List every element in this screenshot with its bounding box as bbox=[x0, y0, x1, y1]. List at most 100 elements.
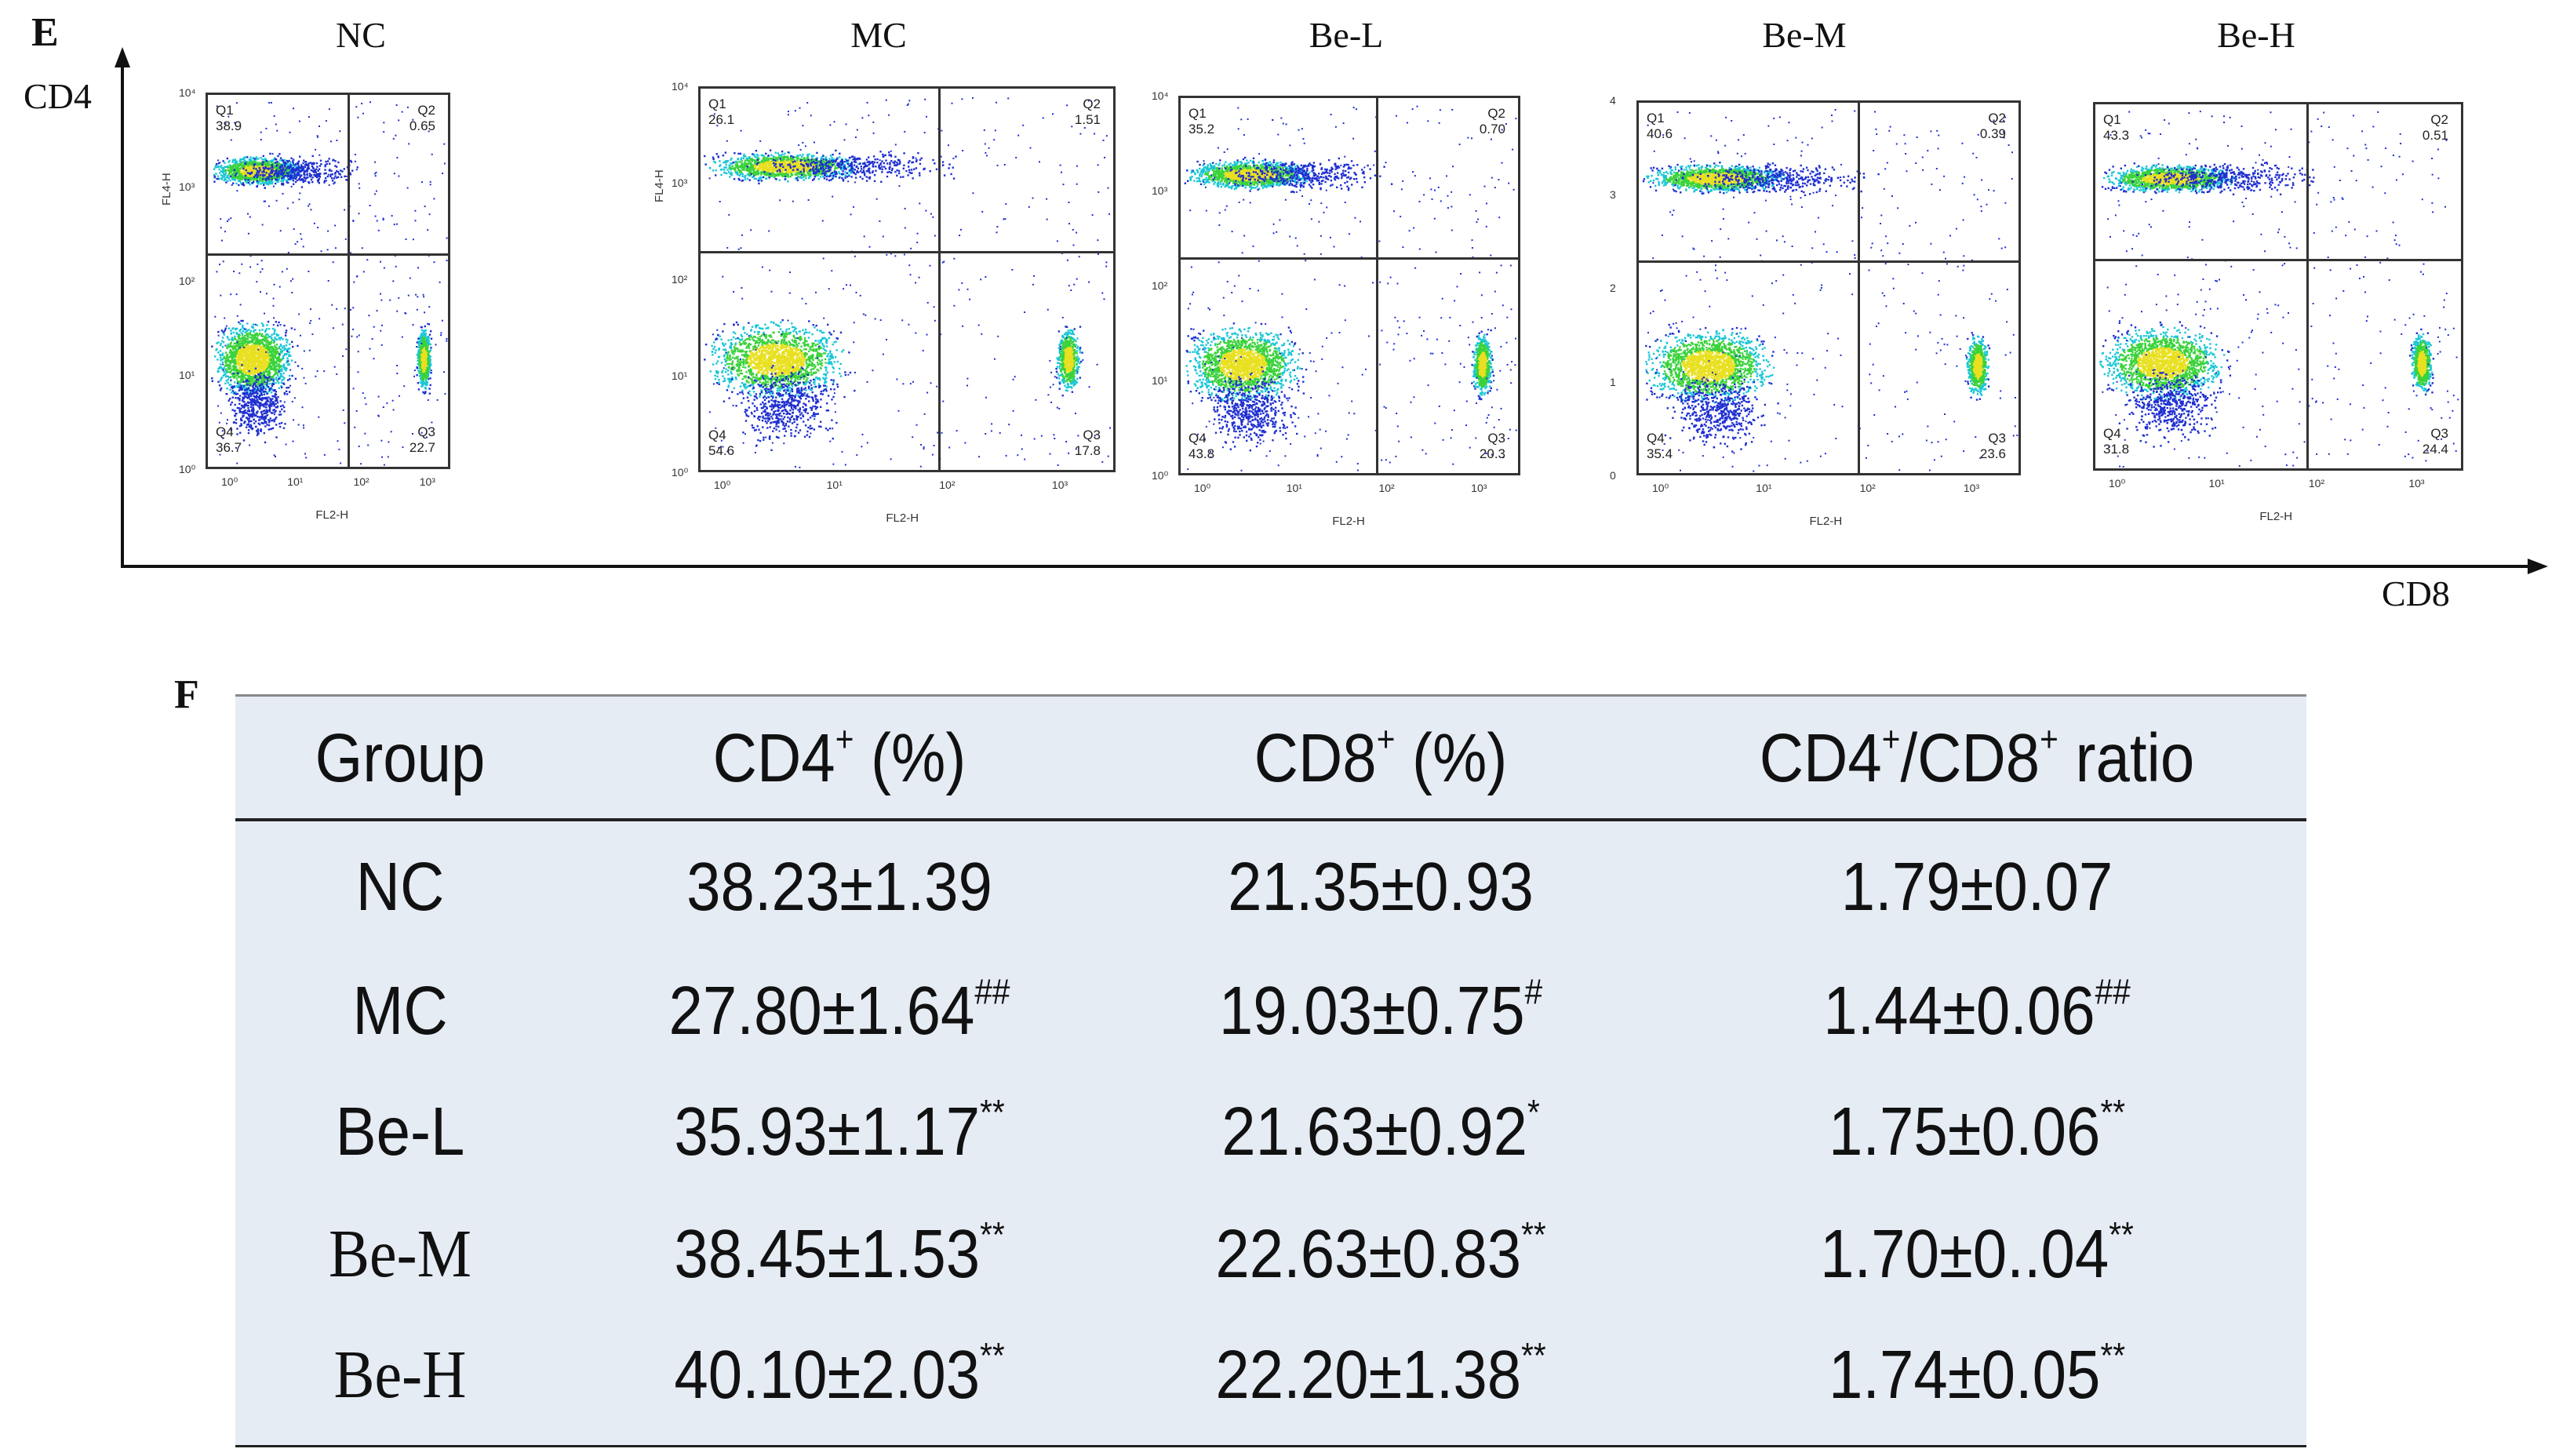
quadrant-q2-label: Q2 0.65 bbox=[410, 103, 435, 133]
x-tick-label: 10⁰ bbox=[1652, 482, 1669, 495]
quadrant-q1-label: Q1 35.2 bbox=[1188, 106, 1214, 136]
plot-frame: Q1 26.1 Q2 1.51 Q4 54.6 Q3 17.8 bbox=[698, 86, 1116, 472]
y-tick-label: 10⁴ bbox=[1152, 89, 1169, 102]
y-tick-label: 3 bbox=[1610, 188, 1616, 201]
y-tick-label: 10¹ bbox=[672, 369, 687, 382]
x-tick-label: 10⁰ bbox=[221, 475, 238, 489]
cell-ratio: 1.70±0..04** bbox=[1671, 1214, 2283, 1294]
quadrant-q3-label: Q3 20.3 bbox=[1480, 431, 1505, 461]
y-tick-label: 10⁴ bbox=[672, 80, 689, 93]
cell-group: Be-L bbox=[235, 1092, 565, 1172]
x-axis-name: FL2-H bbox=[1332, 515, 1365, 528]
x-axis-name: FL2-H bbox=[315, 508, 348, 522]
quadrant-line-vertical bbox=[1375, 98, 1378, 473]
quadrant-line-horizontal bbox=[2095, 259, 2461, 262]
plot-frame: Q1 43.3 Q2 0.51 Q4 31.8 Q3 24.4 bbox=[2093, 102, 2463, 471]
quadrant-q3-label: Q3 24.4 bbox=[2422, 426, 2448, 457]
quadrant-q1-label: Q1 26.1 bbox=[708, 96, 734, 127]
cell-ratio: 1.44±0.06## bbox=[1671, 971, 2283, 1051]
cell-cd4: 38.45±1.53** bbox=[581, 1214, 1098, 1294]
quadrant-q4-label: Q4 35.4 bbox=[1647, 431, 1673, 461]
quadrant-q3-label: Q3 17.8 bbox=[1075, 428, 1101, 458]
quadrant-q1-label: Q1 43.3 bbox=[2103, 112, 2129, 143]
x-tick-label: 10¹ bbox=[2208, 477, 2224, 490]
y-tick-label: 10¹ bbox=[1152, 374, 1167, 387]
quadrant-line-horizontal bbox=[1181, 257, 1518, 260]
quadrant-q2-label: Q2 0.51 bbox=[2422, 112, 2448, 143]
results-table: Group CD4+ (%) CD8+ (%) CD4+/CD8+ ratio … bbox=[235, 694, 2306, 1447]
quadrant-q2-label: Q2 1.51 bbox=[1075, 96, 1101, 127]
x-tick-label: 10³ bbox=[2408, 477, 2424, 490]
x-tick-label: 10¹ bbox=[1756, 482, 1771, 494]
cell-cd8: 19.03±0.75# bbox=[1138, 971, 1624, 1051]
quadrant-line-vertical bbox=[2306, 104, 2310, 468]
group-title-nc: NC bbox=[267, 14, 455, 56]
cell-cd8: 21.63±0.92* bbox=[1138, 1092, 1624, 1172]
quadrant-q4-label: Q4 31.8 bbox=[2103, 426, 2129, 457]
cell-cd4: 27.80±1.64## bbox=[581, 971, 1098, 1051]
y-tick-label: 10² bbox=[672, 273, 687, 286]
x-tick-label: 10³ bbox=[1471, 482, 1487, 494]
group-title-beh: Be-H bbox=[2162, 14, 2350, 56]
flow-plot-bem: Q1 40.6 Q2 0.39 Q4 35.4 Q3 23.6 4 3 2 1 0 10⁰ 10¹ 10² 10… bbox=[1610, 94, 2021, 546]
x-axis-name: FL2-H bbox=[1810, 515, 1843, 528]
y-tick-label: 10⁰ bbox=[1152, 469, 1168, 482]
scatter-dots bbox=[211, 101, 448, 466]
table-top-rule bbox=[235, 694, 2306, 697]
plot-frame: Q1 35.2 Q2 0.70 Q4 43.8 Q3 20.3 bbox=[1178, 96, 1520, 475]
quadrant-q3-label: Q3 23.6 bbox=[1980, 431, 2006, 461]
y-tick-label: 2 bbox=[1610, 282, 1616, 294]
header-cd8: CD8+ (%) bbox=[1138, 719, 1624, 799]
scatter-dots bbox=[1642, 109, 2018, 472]
panel-f-letter: F bbox=[174, 672, 199, 718]
y-tick-label: 10³ bbox=[179, 180, 195, 193]
y-tick-label: 10⁰ bbox=[179, 463, 195, 476]
plot-frame: Q1 40.6 Q2 0.39 Q4 35.4 Q3 23.6 bbox=[1636, 100, 2021, 475]
header-cd4: CD4+ (%) bbox=[581, 719, 1098, 799]
y-tick-label: 4 bbox=[1610, 94, 1616, 107]
y-tick-label: 1 bbox=[1610, 376, 1616, 388]
panel-e-letter: E bbox=[31, 9, 59, 56]
y-axis-name: FL4-H bbox=[653, 169, 666, 202]
x-axis-name: FL2-H bbox=[886, 511, 919, 525]
x-tick-label: 10² bbox=[353, 475, 369, 488]
y-tick-label: 10⁰ bbox=[672, 466, 688, 479]
quadrant-line-vertical bbox=[938, 89, 941, 470]
flow-plot-beh: Q1 43.3 Q2 0.51 Q4 31.8 Q3 24.4 10⁰ 10¹ 10² 10³ FL2-… bbox=[2093, 102, 2463, 541]
cell-cd8: 22.20±1.38** bbox=[1138, 1335, 1624, 1415]
quadrant-line-horizontal bbox=[1639, 260, 2018, 263]
scatter-dots bbox=[2099, 111, 2459, 468]
x-tick-label: 10³ bbox=[1964, 482, 1979, 494]
y-tick-label: 10¹ bbox=[179, 369, 195, 381]
quadrant-q4-label: Q4 43.8 bbox=[1188, 431, 1214, 461]
quadrant-line-horizontal bbox=[701, 250, 1113, 253]
cell-group: NC bbox=[235, 847, 565, 927]
x-tick-label: 10¹ bbox=[827, 479, 843, 491]
group-title-bel: Be-L bbox=[1252, 14, 1440, 56]
y-axis-name: FL4-H bbox=[160, 173, 173, 206]
x-tick-label: 10² bbox=[939, 479, 955, 491]
quadrant-q2-label: Q2 0.70 bbox=[1480, 106, 1505, 136]
x-tick-label: 10¹ bbox=[1287, 482, 1302, 494]
y-tick-label: 10³ bbox=[1152, 184, 1167, 197]
quadrant-line-vertical bbox=[347, 95, 350, 467]
cell-cd4: 40.10±2.03** bbox=[581, 1335, 1098, 1415]
x-tick-label: 10² bbox=[1860, 482, 1876, 494]
x-tick-label: 10⁰ bbox=[2109, 477, 2125, 490]
quadrant-q2-label: Q2 0.39 bbox=[1980, 111, 2006, 141]
y-tick-label: 10³ bbox=[672, 177, 687, 189]
cd4-axis-label: CD4 bbox=[24, 75, 92, 117]
quadrant-q1-label: Q1 38.9 bbox=[216, 103, 242, 133]
y-tick-label: 10² bbox=[179, 275, 195, 287]
panel-e-axes bbox=[115, 47, 2548, 574]
header-ratio: CD4+/CD8+ ratio bbox=[1671, 719, 2283, 799]
x-tick-label: 10³ bbox=[1052, 479, 1068, 491]
cell-ratio: 1.75±0.06** bbox=[1671, 1092, 2283, 1172]
cd8-axis-label: CD8 bbox=[2382, 573, 2450, 614]
cell-ratio: 1.79±0.07 bbox=[1671, 847, 2283, 927]
x-tick-label: 10¹ bbox=[287, 475, 303, 488]
group-title-bem: Be-M bbox=[1710, 14, 1898, 56]
flow-plot-nc: Q1 38.9 Q2 0.65 Q4 36.7 Q3 22.7 10⁴ 10³ 10² 10¹ 10⁰ 1… bbox=[160, 86, 450, 540]
x-tick-label: 10² bbox=[2309, 477, 2324, 490]
quadrant-q4-label: Q4 54.6 bbox=[708, 428, 734, 458]
